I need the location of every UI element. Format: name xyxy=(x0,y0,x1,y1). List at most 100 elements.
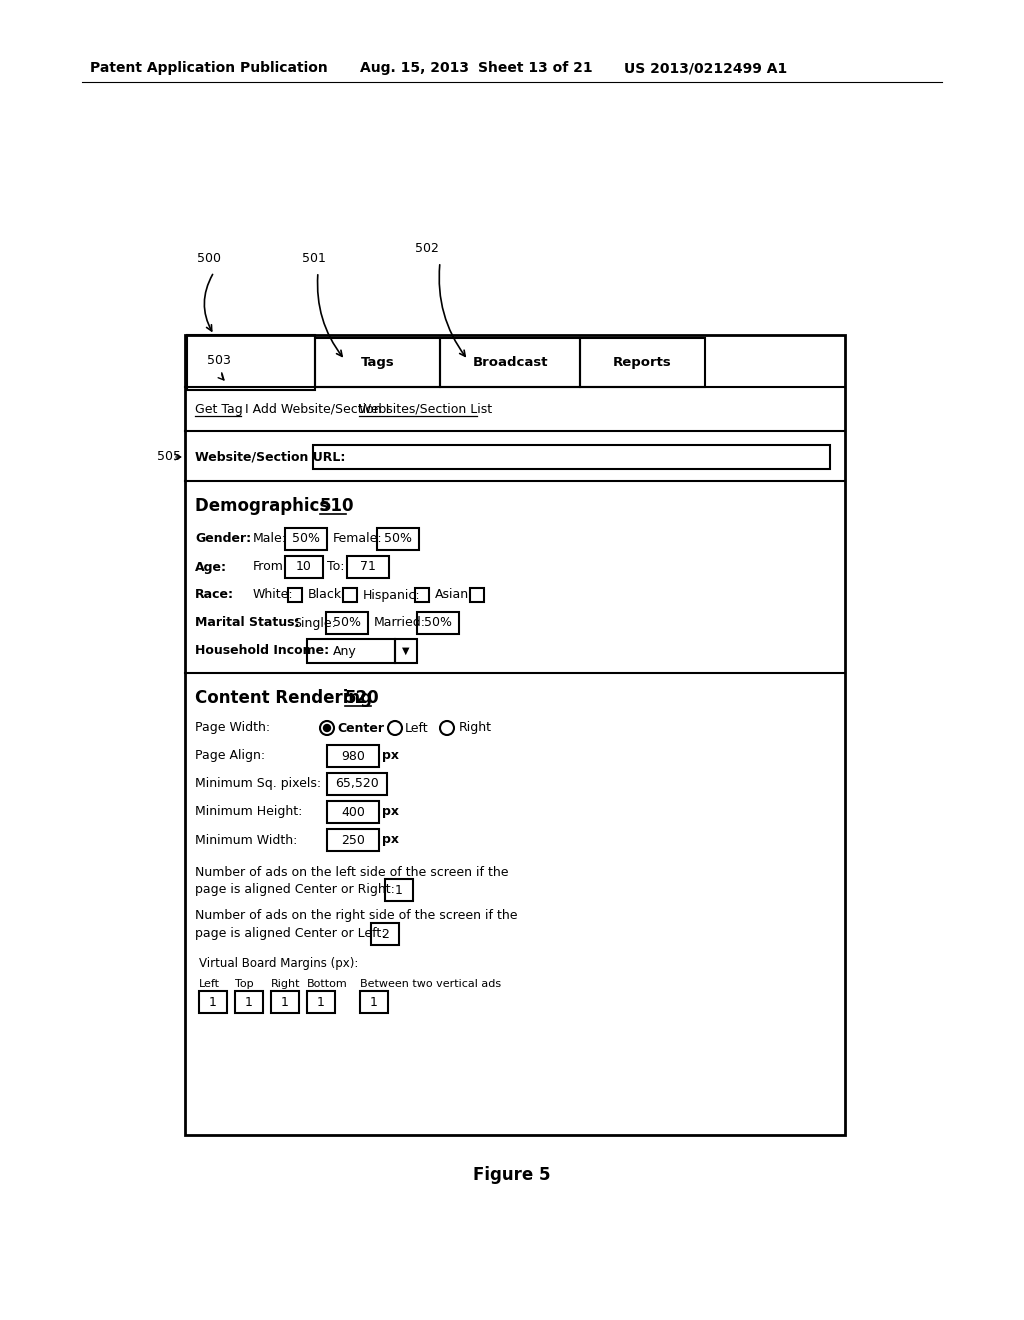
Text: 10: 10 xyxy=(296,561,312,573)
Text: 1: 1 xyxy=(317,995,325,1008)
Bar xyxy=(470,587,483,602)
Text: Top: Top xyxy=(234,979,254,989)
Text: Between two vertical ads: Between two vertical ads xyxy=(360,979,501,989)
Text: White:: White: xyxy=(253,589,294,602)
Text: Asian:: Asian: xyxy=(435,589,473,602)
Text: 1: 1 xyxy=(395,883,402,896)
Text: 65,520: 65,520 xyxy=(335,777,379,791)
Text: Right: Right xyxy=(271,979,300,989)
Bar xyxy=(187,335,315,389)
Bar xyxy=(185,335,845,1135)
Text: 1: 1 xyxy=(245,995,253,1008)
Text: From:: From: xyxy=(253,561,288,573)
Text: page is aligned Center or Right:: page is aligned Center or Right: xyxy=(195,883,395,896)
Bar xyxy=(271,991,299,1012)
Text: Black:: Black: xyxy=(308,589,346,602)
Text: Minimum Sq. pixels:: Minimum Sq. pixels: xyxy=(195,777,322,791)
Text: 250: 250 xyxy=(341,833,365,846)
Bar xyxy=(315,338,440,387)
Text: 50%: 50% xyxy=(384,532,412,545)
Text: Age:: Age: xyxy=(195,561,227,573)
Text: 2: 2 xyxy=(381,928,389,940)
Text: 510: 510 xyxy=(319,498,354,515)
Text: Hispanic:: Hispanic: xyxy=(362,589,420,602)
Text: Gender:: Gender: xyxy=(195,532,251,545)
Text: 503: 503 xyxy=(207,355,230,367)
Text: Left: Left xyxy=(406,722,429,734)
Bar xyxy=(395,639,417,663)
Text: Household Income:: Household Income: xyxy=(195,644,329,657)
Text: 502: 502 xyxy=(415,242,439,255)
Text: Married:: Married: xyxy=(374,616,426,630)
Bar xyxy=(415,587,429,602)
Text: 50%: 50% xyxy=(292,532,319,545)
Bar xyxy=(234,991,263,1012)
Text: Broadcast: Broadcast xyxy=(472,356,548,370)
Text: 1: 1 xyxy=(281,995,289,1008)
Text: Page Align:: Page Align: xyxy=(195,750,265,763)
Text: Content Rendering: Content Rendering xyxy=(195,689,378,708)
Text: Get Tag: Get Tag xyxy=(195,403,243,416)
Text: 520: 520 xyxy=(345,689,380,708)
Text: Center: Center xyxy=(337,722,384,734)
Text: px: px xyxy=(382,805,399,818)
Text: 50%: 50% xyxy=(333,616,361,630)
Bar xyxy=(385,879,413,902)
Bar xyxy=(327,744,379,767)
Text: Minimum Height:: Minimum Height: xyxy=(195,805,302,818)
Text: px: px xyxy=(382,750,399,763)
Text: I Add Website/Section I: I Add Website/Section I xyxy=(241,403,393,416)
Text: Reports: Reports xyxy=(613,356,672,370)
Text: Page Width:: Page Width: xyxy=(195,722,270,734)
Text: Patent Application Publication: Patent Application Publication xyxy=(90,61,328,75)
Bar xyxy=(347,556,389,578)
Text: 980: 980 xyxy=(341,750,365,763)
Text: 1: 1 xyxy=(370,995,378,1008)
Text: px: px xyxy=(382,833,399,846)
Bar xyxy=(327,774,387,795)
Text: Virtual Board Margins (px):: Virtual Board Margins (px): xyxy=(199,957,358,970)
Text: 71: 71 xyxy=(360,561,376,573)
Text: 400: 400 xyxy=(341,805,365,818)
Text: Male:: Male: xyxy=(253,532,287,545)
Text: Female:: Female: xyxy=(333,532,383,545)
Text: Number of ads on the left side of the screen if the: Number of ads on the left side of the sc… xyxy=(195,866,509,879)
Text: 501: 501 xyxy=(302,252,326,264)
Text: Demographics: Demographics xyxy=(195,498,335,515)
Text: 500: 500 xyxy=(197,252,221,264)
Text: 1: 1 xyxy=(209,995,217,1008)
Text: Sheet 13 of 21: Sheet 13 of 21 xyxy=(478,61,593,75)
Bar xyxy=(327,829,379,851)
Bar xyxy=(199,991,227,1012)
Text: Marital Status:: Marital Status: xyxy=(195,616,299,630)
Bar xyxy=(580,338,705,387)
Text: US 2013/0212499 A1: US 2013/0212499 A1 xyxy=(624,61,787,75)
Bar xyxy=(307,991,335,1012)
Bar xyxy=(288,587,302,602)
Text: Bottom: Bottom xyxy=(307,979,348,989)
Text: Tags: Tags xyxy=(360,356,394,370)
Bar xyxy=(343,587,356,602)
Text: Right: Right xyxy=(459,722,492,734)
Text: To:: To: xyxy=(327,561,344,573)
Text: 50%: 50% xyxy=(424,616,452,630)
Bar xyxy=(440,338,580,387)
Bar xyxy=(313,445,830,469)
Bar xyxy=(285,556,323,578)
Bar xyxy=(377,528,419,550)
Text: Any: Any xyxy=(333,644,357,657)
Text: Minimum Width:: Minimum Width: xyxy=(195,833,297,846)
Text: ▼: ▼ xyxy=(402,645,410,656)
Text: Single:: Single: xyxy=(293,616,336,630)
Text: 505: 505 xyxy=(157,450,181,463)
Circle shape xyxy=(324,725,331,731)
Bar xyxy=(285,528,327,550)
Bar xyxy=(360,991,388,1012)
Text: Left: Left xyxy=(199,979,220,989)
Text: Aug. 15, 2013: Aug. 15, 2013 xyxy=(360,61,469,75)
Bar xyxy=(307,639,395,663)
Text: Race:: Race: xyxy=(195,589,234,602)
Text: Number of ads on the right side of the screen if the: Number of ads on the right side of the s… xyxy=(195,909,517,923)
Text: Figure 5: Figure 5 xyxy=(473,1166,551,1184)
Text: Websites/Section List: Websites/Section List xyxy=(359,403,493,416)
